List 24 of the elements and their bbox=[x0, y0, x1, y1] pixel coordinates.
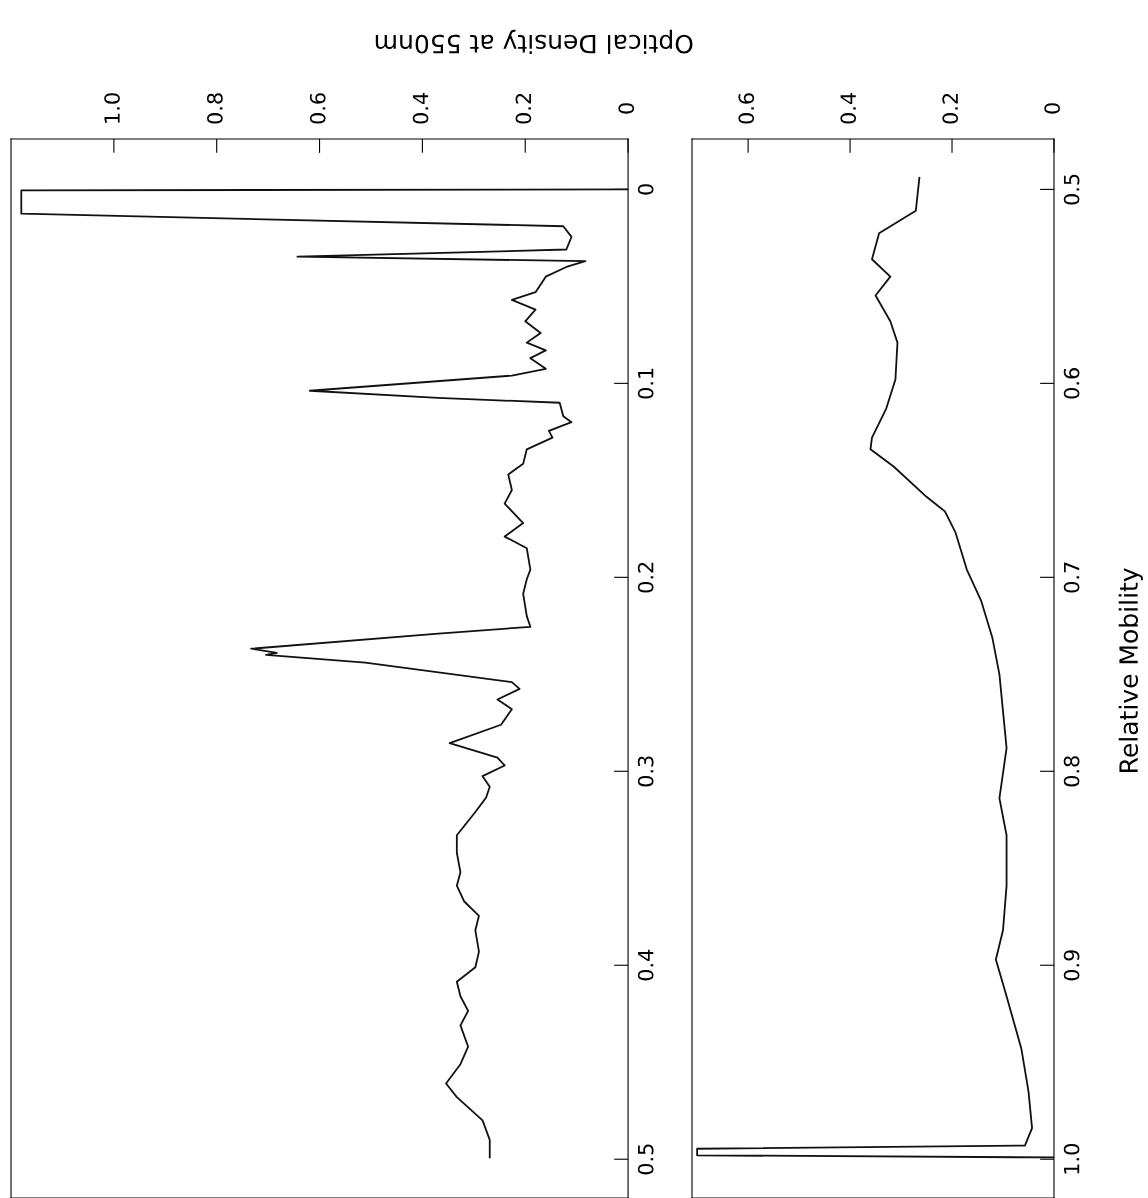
y-tick-label: 0.7 bbox=[1063, 562, 1080, 593]
y-axis-title: Relative Mobility bbox=[1118, 568, 1143, 772]
x-tick-label: 1.0 bbox=[104, 93, 120, 123]
y-tick-label: 0.1 bbox=[637, 368, 654, 399]
y-tick-label: 0.5 bbox=[1063, 174, 1080, 205]
x-tick-label: 0.4 bbox=[412, 93, 429, 124]
x-tick-label: 0.2 bbox=[942, 93, 959, 124]
y-tick-label: 0.8 bbox=[1063, 756, 1080, 787]
y-tick-label: 0.9 bbox=[1063, 950, 1080, 981]
y-tick-label: 0.4 bbox=[637, 949, 654, 981]
y-tick-label: 1.0 bbox=[1063, 1144, 1080, 1174]
x-tick-label: 0.8 bbox=[206, 93, 223, 124]
x-tick-label: 0 bbox=[1044, 103, 1061, 114]
x-tick-label: 0.6 bbox=[738, 93, 755, 124]
x-axis-title: Optical Density at 550nm bbox=[375, 29, 693, 55]
y-tick-label: 0.3 bbox=[637, 756, 654, 787]
x-tick-label: 0.6 bbox=[309, 93, 326, 124]
y-tick-label: 0.2 bbox=[637, 562, 654, 593]
x-tick-label: 0 bbox=[618, 103, 635, 114]
x-tick-label: 0.4 bbox=[840, 93, 857, 124]
y-tick-label: 0 bbox=[637, 184, 654, 195]
y-tick-label: 0.6 bbox=[1063, 368, 1080, 399]
y-tick-label: 0.5 bbox=[637, 1144, 654, 1175]
x-tick-label: 0.2 bbox=[515, 93, 532, 124]
